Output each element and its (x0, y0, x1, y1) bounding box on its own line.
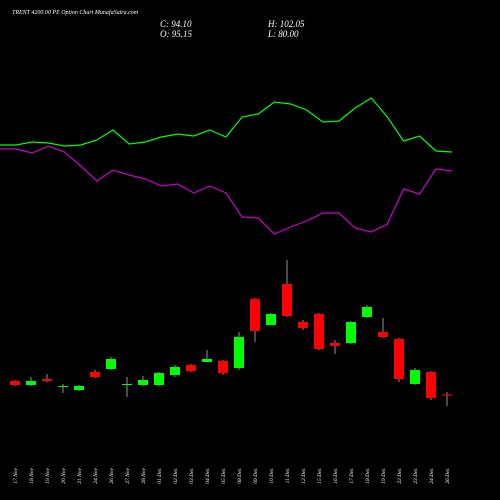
candle-body (282, 284, 292, 316)
candle-body (122, 384, 132, 385)
candle-body (10, 381, 20, 385)
x-tick-label: 20 Nov (61, 467, 67, 483)
x-tick-label: 27 Nov (125, 467, 131, 483)
candle-body (410, 370, 420, 384)
open-label: O: 95.15 (160, 29, 192, 39)
candle-body (218, 361, 228, 373)
x-tick-label: 19 Nov (45, 467, 51, 483)
x-tick-label: 02 Dec (173, 467, 179, 483)
x-tick-label: 03 Dec (189, 467, 195, 483)
candle-body (298, 322, 308, 328)
candle-body (442, 394, 452, 396)
x-tick-label: 23 Dec (413, 467, 419, 483)
x-tick-label: 24 Nov (92, 467, 99, 483)
close-label: C: 94.10 (160, 19, 192, 29)
high-label: H: 102.05 (267, 19, 305, 29)
chart-title: TRENT 4200.00 PE Option Chart MunafaSutr… (12, 9, 139, 16)
x-tick-label: 15 Dec (317, 467, 323, 483)
candle-body (186, 365, 196, 371)
x-tick-label: 12 Dec (301, 467, 307, 483)
candle-body (330, 343, 340, 346)
x-tick-label: 09 Dec (253, 467, 259, 483)
candle-body (250, 299, 260, 331)
candle-body (426, 372, 436, 398)
candle-body (378, 332, 388, 337)
x-tick-label: 18 Dec (365, 467, 371, 483)
x-tick-label: 17 Nov (13, 467, 19, 483)
x-tick-label: 24 Dec (428, 467, 435, 483)
x-tick-label: 19 Dec (381, 467, 387, 483)
candle-body (106, 359, 116, 369)
candle-body (314, 314, 324, 349)
low-label: L: 80.00 (267, 29, 299, 39)
x-tick-label: 21 Nov (77, 467, 83, 483)
candle-body (58, 386, 68, 387)
x-tick-label: 22 Dec (397, 467, 403, 483)
candle-body (138, 380, 148, 385)
x-tick-label: 17 Dec (349, 467, 355, 483)
x-tick-label: 04 Dec (204, 467, 211, 483)
indicator-line (0, 145, 453, 235)
x-tick-label: 01 Dec (157, 467, 163, 483)
candle-body (202, 359, 212, 362)
x-tick-label: 05 Dec (221, 467, 227, 483)
candle-body (362, 307, 372, 317)
candle-body (42, 379, 52, 381)
candle-body (346, 322, 356, 343)
x-tick-label: 26 Nov (109, 467, 115, 483)
candle-body (234, 337, 244, 368)
candle-body (394, 339, 404, 379)
candle-body (90, 372, 100, 377)
x-tick-label: 10 Dec (269, 467, 275, 483)
x-tick-label: 11 Dec (285, 467, 291, 483)
x-tick-label: 18 Nov (29, 467, 35, 483)
x-tick-label: 16 Dec (333, 467, 339, 483)
indicator-line (0, 97, 453, 153)
x-tick-label: 26 Dec (445, 467, 451, 483)
candle-body (170, 367, 180, 375)
candle-body (26, 381, 36, 385)
candle-body (154, 373, 164, 385)
candle-body (74, 386, 84, 390)
candle-body (266, 314, 276, 325)
x-tick-label: 08 Dec (237, 467, 243, 483)
x-tick-label: 28 Nov (141, 467, 147, 483)
